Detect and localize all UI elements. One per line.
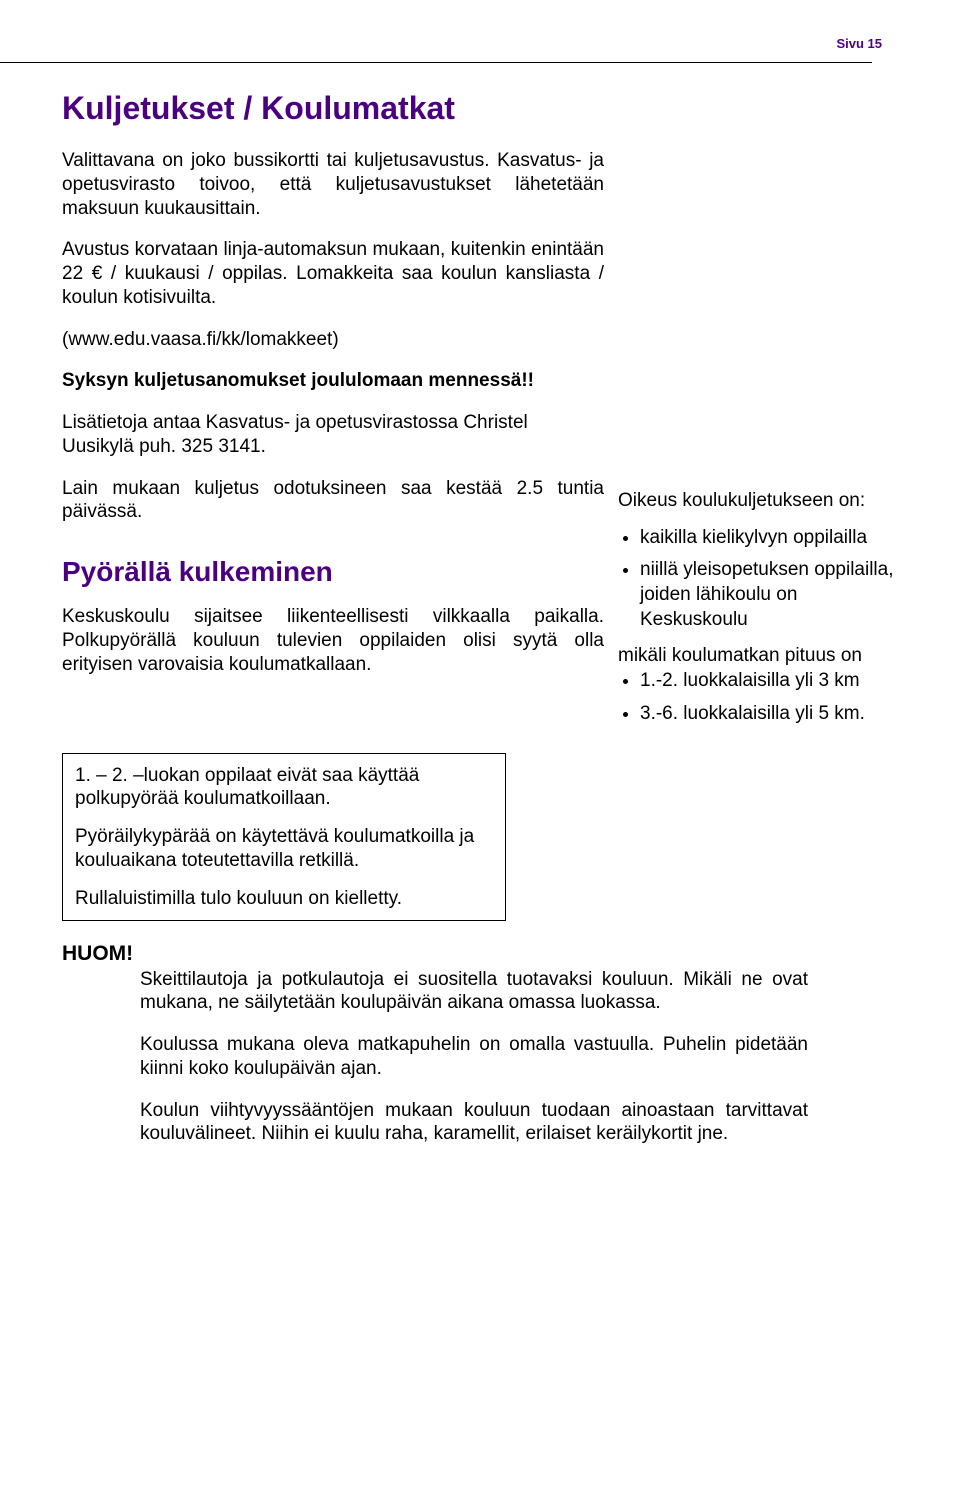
duration-line: Lain mukaan kuljetus odotuksineen saa ke…: [62, 477, 604, 525]
left-column: Valittavana on joko bussikortti tai kulj…: [62, 149, 604, 739]
url-line: (www.edu.vaasa.fi/kk/lomakkeet): [62, 328, 604, 352]
huom-p3: Koulun viihtyvyyssääntöjen mukaan kouluu…: [140, 1099, 808, 1147]
huom-label: HUOM!: [62, 941, 898, 967]
section-cycling-title: Pyörällä kulkeminen: [62, 554, 604, 589]
contact-line: Lisätietoja antaa Kasvatus- ja opetusvir…: [62, 411, 604, 459]
rules-box: 1. – 2. –luokan oppilaat eivät saa käytt…: [62, 753, 506, 922]
rules-p2: Pyöräilykypärää on käytettävä koulumatko…: [75, 825, 493, 873]
rules-p1: 1. – 2. –luokan oppilaat eivät saa käytt…: [75, 764, 493, 812]
right-condition: mikäli koulumatkan pituus on: [618, 644, 898, 669]
huom-body: Skeittilautoja ja potkulautoja ei suosit…: [62, 968, 898, 1147]
right-cond-1: 1.-2. luokkalaisilla yli 3 km: [640, 669, 898, 694]
content-region: Kuljetukset / Koulumatkat Valittavana on…: [62, 90, 898, 1146]
huom-p1: Skeittilautoja ja potkulautoja ei suosit…: [140, 968, 808, 1016]
two-column-layout: Valittavana on joko bussikortti tai kulj…: [62, 149, 898, 739]
page-title: Kuljetukset / Koulumatkat: [62, 90, 898, 127]
right-bullet-2: niillä yleisopetuksen oppilailla, joiden…: [640, 558, 898, 632]
top-rule: [0, 62, 872, 63]
right-intro: Oikeus koulukuljetukseen on:: [618, 489, 898, 514]
huom-block: HUOM! Skeittilautoja ja potkulautoja ei …: [62, 941, 898, 1146]
deadline-line: Syksyn kuljetusanomukset joululomaan men…: [62, 369, 604, 393]
intro-para-2: Avustus korvataan linja-automaksun mukaa…: [62, 238, 604, 309]
right-column: Oikeus koulukuljetukseen on: kaikilla ki…: [618, 149, 898, 739]
intro-para-1: Valittavana on joko bussikortti tai kulj…: [62, 149, 604, 220]
section-cycling-body: Keskuskoulu sijaitsee liikenteellisesti …: [62, 605, 604, 676]
right-cond-2: 3.-6. luokkalaisilla yli 5 km.: [640, 702, 898, 727]
right-condition-bullets: 1.-2. luokkalaisilla yli 3 km 3.-6. luok…: [618, 669, 898, 726]
page-number: Sivu 15: [836, 36, 882, 51]
right-bullets: kaikilla kielikylvyn oppilailla niillä y…: [618, 526, 898, 633]
rules-p3: Rullaluistimilla tulo kouluun on kiellet…: [75, 887, 493, 911]
huom-p2: Koulussa mukana oleva matkapuhelin on om…: [140, 1033, 808, 1081]
right-bullet-1: kaikilla kielikylvyn oppilailla: [640, 526, 898, 551]
